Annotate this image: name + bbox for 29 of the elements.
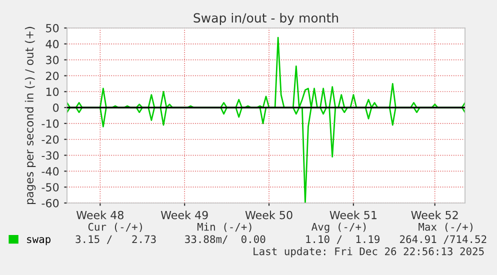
x-tick-label: Week 48 — [76, 210, 124, 220]
legend-label: swap — [27, 237, 50, 246]
y-tick-label: -50 — [42, 183, 59, 192]
y-tick-label: -20 — [42, 135, 59, 144]
x-tick-label: Week 52 — [411, 210, 458, 220]
y-tick-label: 20 — [46, 72, 59, 80]
y-tick-label: 50 — [46, 24, 59, 32]
y-tick-label: -60 — [42, 198, 59, 208]
y-tick-label: -10 — [42, 119, 59, 128]
x-tick-label: Week 51 — [330, 210, 376, 220]
x-tick-label: Week 50 — [245, 210, 292, 220]
y-axis-title: pages per second in (-) / out (+) — [24, 26, 36, 204]
chart-title: Swap in/out - by month — [194, 12, 338, 26]
text: 1.10 / 1.19 — [306, 235, 380, 244]
text: Last update: Fri Dec 26 22:56:13 2025 — [254, 247, 484, 258]
text: 33.88m/ 0.00 — [185, 235, 266, 244]
y-tick-label: 40 — [46, 40, 59, 48]
x-tick-label: Week 49 — [160, 210, 208, 220]
text: Avg (-/+) — [312, 222, 366, 233]
y-tick-label: 30 — [46, 56, 59, 64]
y-tick-label: 0 — [53, 104, 59, 112]
y-tick-label: -30 — [42, 151, 59, 160]
text: 264.91 /714.52 — [400, 235, 486, 244]
text: Max (-/+) — [418, 222, 472, 232]
y-tick-label: -40 — [42, 167, 59, 176]
text: 3.15 / 2.73 — [76, 235, 156, 244]
text: Cur (-/+) — [88, 222, 142, 232]
text: Min (-/+) — [197, 222, 252, 232]
y-tick-label: 10 — [46, 88, 59, 96]
